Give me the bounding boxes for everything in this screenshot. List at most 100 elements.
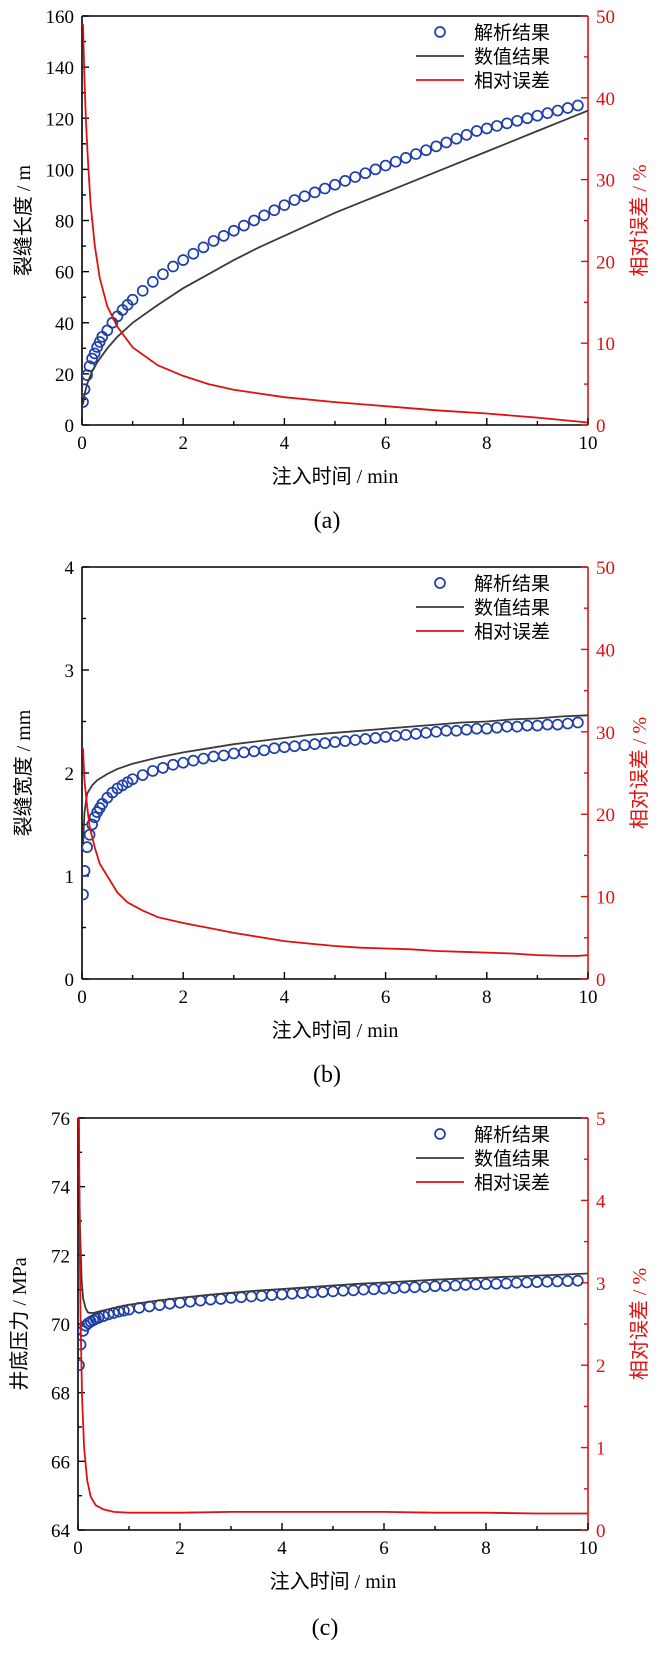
data-point-marker: [460, 723, 473, 736]
data-point-marker: [258, 744, 271, 757]
data-point-marker: [177, 254, 190, 266]
data-point-marker: [450, 724, 463, 737]
legend-label-numerical: 数值结果: [474, 597, 550, 619]
y2-tick-label: 50: [596, 558, 615, 579]
data-point-marker: [541, 718, 554, 731]
data-point-marker: [500, 1277, 513, 1290]
data-point-marker: [319, 737, 331, 749]
data-point-marker: [520, 1276, 533, 1289]
legend-label-analytical: 解析结果: [474, 573, 550, 595]
data-point-marker: [521, 719, 534, 732]
data-point-marker: [92, 1311, 105, 1324]
data-point-marker: [316, 1286, 329, 1298]
y2-tick-label: 50: [596, 7, 615, 28]
x-tick-label: 0: [73, 1538, 83, 1559]
data-point-marker: [306, 1286, 319, 1299]
panel-label: (c): [312, 1615, 339, 1641]
series-numerical-line: [82, 714, 588, 846]
x-tick-label: 0: [77, 433, 87, 454]
x-tick-label: 10: [579, 987, 598, 1008]
x-tick-label: 4: [277, 1538, 287, 1559]
data-point-marker: [225, 1292, 237, 1304]
data-point-marker: [349, 734, 362, 746]
data-point-marker: [238, 219, 250, 232]
data-point-marker: [469, 1278, 482, 1291]
data-point-marker: [296, 1287, 309, 1299]
y2-tick-label: 5: [596, 1109, 606, 1130]
data-point-marker: [268, 204, 281, 217]
data-point-marker: [399, 729, 412, 741]
data-point-marker: [408, 1281, 421, 1294]
data-point-marker: [288, 740, 301, 753]
data-point-marker: [521, 112, 534, 125]
data-point-marker: [501, 117, 513, 130]
y-tick-label: 160: [46, 7, 75, 28]
y-tick-label: 1: [65, 867, 75, 888]
plot-area: [82, 24, 588, 424]
data-point-marker: [248, 214, 260, 227]
data-point-marker: [359, 733, 372, 745]
y-axis-title: 裂缝宽度 / mm: [12, 709, 35, 836]
y-tick-label: 3: [65, 661, 75, 682]
data-point-marker: [327, 1285, 339, 1298]
data-point-marker: [449, 1279, 462, 1292]
panel-label: (a): [314, 508, 341, 534]
data-point-marker: [501, 720, 513, 733]
data-point-marker: [255, 1289, 268, 1302]
data-point-marker: [88, 347, 101, 360]
data-point-marker: [86, 818, 98, 831]
x-tick-label: 2: [178, 987, 188, 1008]
data-point-marker: [561, 717, 574, 730]
y-tick-label: 120: [46, 109, 75, 130]
data-point-marker: [288, 194, 301, 206]
data-point-marker: [379, 731, 392, 743]
data-point-marker: [207, 750, 220, 763]
data-point-marker: [561, 102, 574, 114]
y-tick-label: 40: [55, 314, 74, 335]
x-tick-label: 6: [381, 433, 391, 454]
data-point-marker: [410, 728, 422, 740]
y-tick-label: 0: [65, 970, 75, 991]
series-analytical-markers: [82, 716, 584, 901]
data-point-marker: [369, 732, 382, 744]
legend-label-analytical: 解析结果: [474, 22, 550, 44]
series-error-line: [82, 748, 588, 957]
data-point-marker: [286, 1287, 299, 1300]
data-point-marker: [480, 1278, 492, 1291]
data-point-marker: [184, 1295, 197, 1308]
data-point-marker: [339, 735, 351, 747]
data-point-marker: [265, 1289, 278, 1302]
data-point-marker: [235, 1291, 248, 1304]
data-point-marker: [561, 1275, 574, 1287]
panel-label: (b): [313, 1062, 341, 1088]
data-point-marker: [459, 1279, 472, 1291]
x-tick-label: 4: [280, 987, 290, 1008]
data-point-marker: [329, 736, 341, 748]
data-point-marker: [227, 224, 240, 237]
x-tick-label: 8: [482, 987, 492, 1008]
data-point-marker: [491, 721, 503, 734]
y2-tick-label: 10: [596, 888, 615, 909]
data-point-marker: [379, 159, 392, 172]
y-tick-label: 66: [51, 1452, 70, 1473]
data-point-marker: [491, 120, 503, 132]
data-point-marker: [197, 241, 210, 254]
data-point-marker: [490, 1277, 503, 1290]
x-tick-label: 2: [175, 1538, 185, 1559]
data-point-marker: [177, 756, 190, 769]
data-point-marker: [308, 186, 321, 199]
data-point-marker: [248, 745, 260, 758]
y2-tick-label: 40: [596, 640, 615, 661]
series-error-line: [78, 1118, 588, 1515]
x-tick-label: 10: [579, 1538, 598, 1559]
y-axis-title: 裂缝长度 / m: [12, 165, 35, 277]
y2-tick-label: 20: [596, 805, 615, 826]
data-point-marker: [126, 773, 139, 786]
y-tick-label: 2: [65, 764, 75, 785]
y-axis-title: 井底压力 / MPa: [8, 1257, 31, 1390]
data-point-marker: [531, 719, 544, 732]
data-point-marker: [450, 132, 463, 145]
y-tick-label: 4: [65, 558, 75, 579]
data-point-marker: [367, 1283, 380, 1296]
